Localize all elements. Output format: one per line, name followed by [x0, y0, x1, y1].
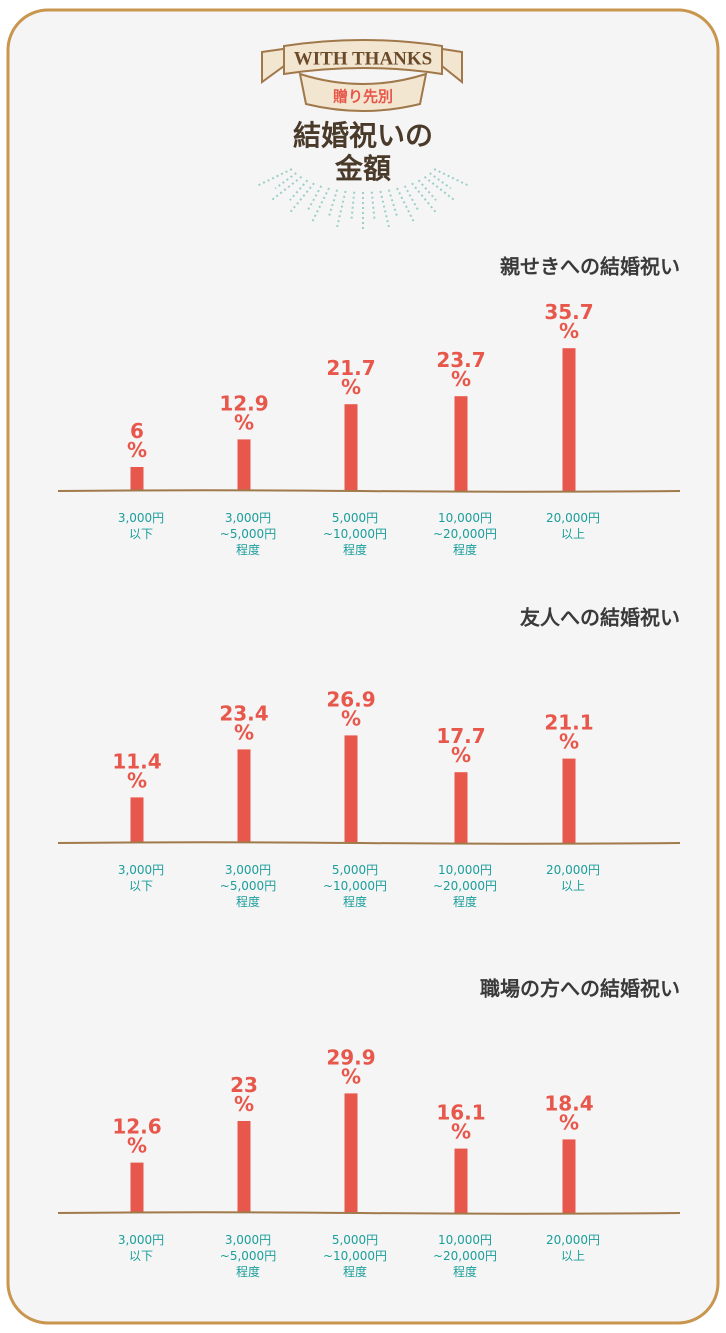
value-label: 17.7%: [436, 724, 485, 767]
value-label: 29.9%: [326, 1045, 375, 1088]
value-label: 35.7%: [544, 300, 593, 343]
bar: [562, 348, 576, 491]
value-label: 26.9%: [326, 687, 375, 730]
baseline: [57, 841, 681, 845]
value-label: 21.1%: [544, 710, 593, 753]
bar: [562, 1139, 576, 1213]
bar: [454, 1148, 468, 1213]
x-tick-label: 3,000円~5,000円程度: [220, 511, 276, 557]
baseline: [57, 1211, 681, 1215]
bar: [454, 396, 468, 491]
x-tick-label: 3,000円~5,000円程度: [220, 863, 276, 909]
value-label: 16.1%: [436, 1100, 485, 1143]
value-label: 11.4%: [112, 749, 161, 792]
baseline: [57, 489, 681, 493]
chart-title: 友人への結婚祝い: [520, 606, 680, 630]
value-label: 12.6%: [112, 1114, 161, 1157]
x-tick-label: 10,000円~20,000円程度: [433, 511, 497, 557]
x-tick-label: 3,000円以下: [118, 1233, 164, 1263]
bar: [130, 1162, 144, 1213]
chart-title: 親せきへの結婚祝い: [500, 255, 680, 279]
x-tick-label: 3,000円~5,000円程度: [220, 1233, 276, 1279]
x-tick-label: 20,000円以上: [546, 863, 600, 893]
bar: [237, 1121, 251, 1213]
value-label: 18.4%: [544, 1091, 593, 1134]
ribbon: [261, 39, 463, 112]
bar: [344, 404, 358, 491]
bar: [344, 1093, 358, 1213]
title-line: 結婚祝いの: [293, 119, 433, 152]
x-tick-label: 3,000円以下: [118, 863, 164, 893]
x-tick-label: 5,000円~10,000円程度: [323, 863, 387, 909]
bar: [562, 758, 576, 843]
bar: [237, 439, 251, 491]
x-tick-label: 3,000円以下: [118, 511, 164, 541]
title-line: 金額: [334, 152, 391, 185]
bar: [344, 735, 358, 843]
bar: [454, 772, 468, 843]
subtitle: 贈り先別: [333, 88, 393, 106]
burst-decoration: [255, 168, 471, 230]
x-tick-label: 20,000円以上: [546, 1233, 600, 1263]
ribbon-text: WITH THANKS: [294, 48, 433, 69]
value-label: 6%: [127, 419, 147, 462]
value-label: 23%: [230, 1073, 258, 1116]
frame: [6, 8, 720, 1325]
value-label: 21.7%: [326, 356, 375, 399]
bar: [237, 749, 251, 843]
bar: [130, 467, 144, 491]
bar: [130, 797, 144, 843]
x-tick-label: 10,000円~20,000円程度: [433, 1233, 497, 1279]
x-tick-label: 10,000円~20,000円程度: [433, 863, 497, 909]
value-label: 12.9%: [219, 391, 268, 434]
x-tick-label: 20,000円以上: [546, 511, 600, 541]
value-label: 23.4%: [219, 701, 268, 744]
x-tick-label: 5,000円~10,000円程度: [323, 1233, 387, 1279]
x-tick-label: 5,000円~10,000円程度: [323, 511, 387, 557]
value-label: 23.7%: [436, 348, 485, 391]
chart-title: 職場の方への結婚祝い: [480, 977, 680, 1001]
